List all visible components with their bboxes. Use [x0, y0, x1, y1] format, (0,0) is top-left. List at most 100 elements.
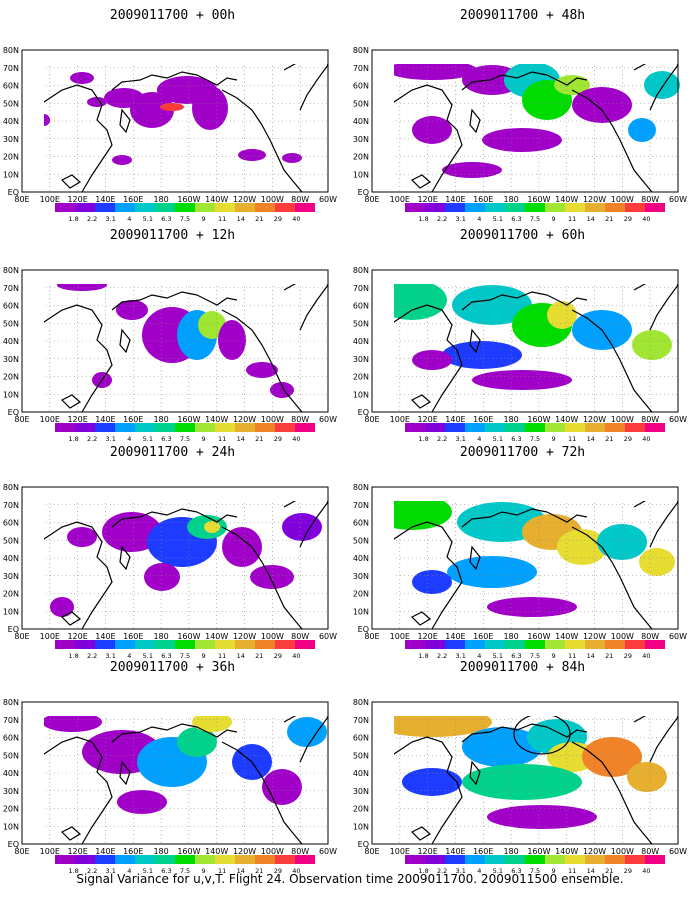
colorbar-level-label: 40 [642, 652, 651, 660]
colorbar-level-label: 14 [586, 435, 595, 443]
colorbar-swatch [195, 423, 215, 432]
colorbar-swatch [405, 423, 425, 432]
colorbar-labels: 1.8 2.2 3.1 4 5.1 6.3 7.5 9 11 14 21 29 40 [405, 435, 665, 444]
colorbar [55, 203, 315, 212]
colorbar-swatch [55, 855, 75, 864]
longitude-label: 140W [555, 195, 578, 204]
colorbar-swatch [405, 640, 425, 649]
colorbar-level-label: 9 [201, 867, 206, 875]
forecast-panel: 2009011700 + 60h 80N 70N 60N 50N 40N 30N 20N 10N… [350, 228, 695, 444]
coastline [119, 108, 131, 134]
variance-shading [130, 92, 174, 128]
colorbar-level-label: 6.3 [161, 435, 172, 443]
latitude-label: 50N [353, 536, 369, 545]
colorbar-swatch [425, 855, 445, 864]
colorbar-swatch [275, 855, 295, 864]
variance-shading [452, 285, 532, 325]
variance-shading [270, 382, 294, 398]
longitude-label: 120E [67, 632, 87, 641]
latitude-label: 70N [353, 284, 369, 293]
colorbar-labels: 1.8 2.2 3.1 4 5.1 6.3 7.5 9 11 14 21 29 40 [405, 867, 665, 876]
latitude-label: 70N [3, 284, 19, 293]
longitude-label: 100W [261, 847, 284, 856]
colorbar-swatch [295, 423, 315, 432]
panel-title: 2009011700 + 00h [109, 8, 236, 23]
longitude-label: 80E [14, 415, 29, 424]
latitude-label: 10N [3, 390, 19, 399]
latitude-label: 10N [3, 607, 19, 616]
colorbar-swatch [445, 855, 465, 864]
colorbar-swatch [625, 423, 645, 432]
latitude-label: 10N [3, 170, 19, 179]
latitude-label: 20N [3, 373, 19, 382]
colorbar-level-label: 21 [255, 652, 264, 660]
colorbar-level-label: 3.1 [105, 435, 116, 443]
colorbar-level-label: 3.1 [105, 652, 116, 660]
colorbar-level-label: 2.2 [86, 435, 98, 443]
variance-shading [238, 149, 266, 161]
colorbar-level-label: 1.8 [418, 652, 429, 660]
latitude-label: 10N [353, 607, 369, 616]
colorbar-swatch [525, 423, 545, 432]
coastline [461, 508, 548, 528]
latitude-label: EQ [8, 188, 19, 197]
colorbar-level-label: 40 [642, 215, 651, 223]
map-frame [371, 269, 679, 413]
colorbar-swatch [565, 855, 585, 864]
variance-shading [547, 301, 577, 329]
colorbar-level-label: 14 [586, 867, 595, 875]
variance-shading [116, 300, 148, 320]
colorbar-level-label: 6.3 [161, 867, 172, 875]
variance-shading [250, 565, 294, 589]
variance-shading [160, 103, 184, 111]
variance-shading [222, 527, 262, 567]
colorbar-swatch [505, 423, 525, 432]
coastline [394, 521, 463, 630]
coastline [410, 174, 432, 189]
latitude-label: 30N [3, 135, 19, 144]
colorbar-level-label: 4 [127, 652, 132, 660]
longitude-label: 140W [555, 632, 578, 641]
colorbar-level-label: 14 [586, 215, 595, 223]
colorbar-swatch [95, 855, 115, 864]
colorbar-swatch [275, 203, 295, 212]
coastline [44, 521, 113, 630]
longitude-label: 140E [445, 847, 465, 856]
colorbar-level-label: 4 [477, 652, 482, 660]
colorbar-swatch [115, 640, 135, 649]
colorbar-swatch [175, 423, 195, 432]
colorbar-swatch [215, 423, 235, 432]
coastline [111, 723, 198, 743]
latitude-label: 50N [3, 751, 19, 760]
longitude-label: 180 [503, 632, 518, 641]
forecast-panel: 2009011700 + 00h 80N 70N 60N 50N 40N 30N 20N 10N… [0, 8, 345, 224]
latitude-label: 80N [3, 483, 19, 492]
longitude-label: 100W [261, 415, 284, 424]
colorbar-level-label: 4 [477, 215, 482, 223]
map-frame [371, 486, 679, 630]
variance-shading [394, 284, 447, 320]
colorbar-level-label: 40 [642, 867, 651, 875]
colorbar-swatch [215, 855, 235, 864]
variance-shading [287, 717, 327, 747]
latitude-label: EQ [8, 625, 19, 634]
colorbar [55, 640, 315, 649]
colorbar-level-label: 2.2 [86, 215, 98, 223]
colorbar-level-label: 5.1 [142, 215, 154, 223]
colorbar-swatch [485, 203, 505, 212]
latitude-label: 10N [353, 170, 369, 179]
colorbar-level-label: 21 [605, 435, 614, 443]
variance-shading [482, 128, 562, 152]
map-frame [21, 701, 329, 845]
variance-shading [50, 597, 74, 617]
variance-shading [554, 75, 590, 95]
colorbar-level-label: 3.1 [455, 867, 466, 875]
colorbar-level-label: 7.5 [529, 867, 541, 875]
coastline [283, 284, 329, 331]
colorbar-swatch [445, 203, 465, 212]
colorbar-labels: 1.8 2.2 3.1 4 5.1 6.3 7.5 9 11 14 21 29 40 [55, 867, 315, 876]
colorbar-swatch [445, 423, 465, 432]
colorbar-level-label: 6.3 [511, 652, 522, 660]
